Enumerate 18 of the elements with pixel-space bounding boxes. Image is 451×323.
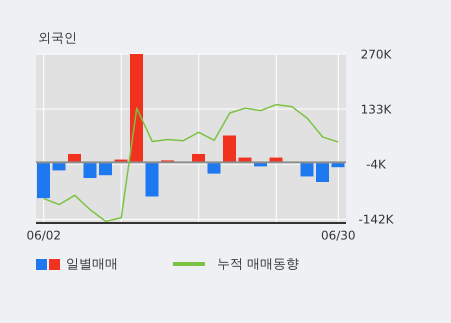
- line-series: [43, 104, 339, 222]
- y-tick-label: -4K: [366, 157, 388, 172]
- bar: [146, 162, 158, 197]
- bar: [316, 162, 329, 182]
- y-tick-label: 270K: [360, 47, 393, 62]
- legend-label: 누적 매매동향: [216, 256, 300, 273]
- bar: [223, 135, 236, 162]
- x-tick-label: 06/30: [320, 228, 356, 243]
- y-tick-label: -142K: [358, 212, 395, 227]
- bar: [37, 162, 50, 198]
- bar: [99, 162, 112, 176]
- chart-title: 외국인: [38, 30, 77, 47]
- y-tick-label: 133K: [360, 102, 393, 116]
- bar: [84, 162, 96, 178]
- bar: [300, 162, 314, 176]
- legend-label: 일별매매: [65, 256, 118, 273]
- x-tick-label: 06/02: [26, 228, 62, 243]
- bar: [130, 54, 143, 162]
